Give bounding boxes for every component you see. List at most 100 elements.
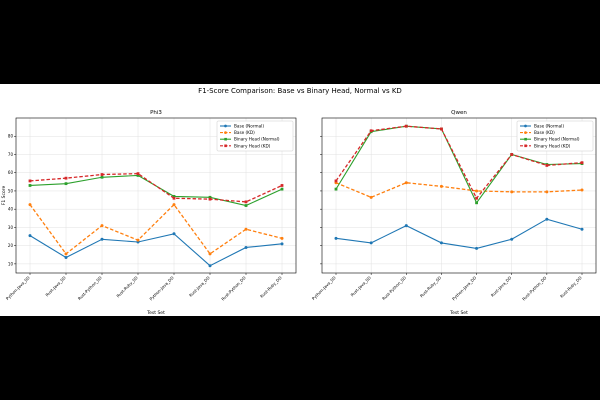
- x-tick-label: Rust-Ruby_DD: [559, 275, 583, 299]
- panel-title: Phi3: [150, 110, 162, 116]
- data-point: [369, 241, 373, 245]
- legend-marker: [524, 124, 527, 128]
- legend: Base (Normal)Base (KD) Binary Head (Norma…: [216, 120, 294, 152]
- legend-label: Base (KD): [234, 130, 255, 135]
- data-point: [510, 237, 514, 241]
- x-axis-label: Test Set: [146, 310, 165, 316]
- legend-label: Binary Head (KD): [534, 143, 571, 148]
- x-axis-label: Test Set: [449, 310, 468, 316]
- data-point: [440, 127, 443, 131]
- y-tick-label: 80: [8, 134, 14, 139]
- legend-label: Base (Normal): [534, 124, 564, 129]
- data-point: [64, 256, 68, 259]
- legend-marker: [224, 137, 227, 141]
- figure: F1-Score Comparison: Base vs Binary Head…: [0, 84, 600, 316]
- legend-marker: [524, 144, 527, 148]
- figure-title: F1-Score Comparison: Base vs Binary Head…: [198, 87, 402, 95]
- x-tick-label: Rust-Java_SD: [350, 275, 372, 297]
- data-point: [280, 184, 284, 187]
- x-tick-label: Rust-Ruby_SD: [115, 275, 138, 298]
- x-tick-label: Rust-Python_DD: [521, 275, 547, 301]
- data-point: [334, 179, 338, 183]
- data-point: [369, 195, 373, 199]
- panel-title: Qwen: [451, 110, 467, 116]
- chart-panel-1: 10 20 30 40 50 60 70 80 Python-Java_SD Rust-Java_…: [1, 110, 297, 316]
- x-tick-label: Rust-Python_DD: [220, 275, 246, 301]
- chart-panel-2: Python-Java_SD Rust-Java_SD Rust-Python_SD…: [311, 110, 597, 316]
- y-tick-label: 70: [8, 152, 14, 157]
- x-tick-label: Rust-Python_SD: [77, 275, 103, 301]
- data-point: [172, 195, 176, 198]
- data-point: [28, 179, 32, 183]
- plot-frame: [321, 117, 597, 274]
- data-point: [439, 241, 443, 245]
- series-line: [335, 218, 583, 249]
- data-point: [244, 204, 248, 207]
- data-point: [64, 252, 68, 256]
- data-point: [439, 184, 443, 188]
- data-point: [28, 234, 32, 238]
- legend-marker: [524, 131, 527, 134]
- series-line: [335, 125, 583, 200]
- data-point: [172, 196, 176, 200]
- data-point: [208, 252, 212, 256]
- y-tick-label: 30: [8, 225, 14, 230]
- legend-label: Binary Head (KD): [234, 143, 271, 148]
- x-tick-label: Rust-Java_SD: [44, 275, 66, 297]
- data-point: [244, 227, 248, 231]
- legend-box: [216, 120, 294, 152]
- data-point: [404, 181, 408, 185]
- legend-label: Binary Head (Normal): [534, 137, 580, 142]
- x-tick-label: Rust-Ruby_DD: [259, 275, 283, 299]
- data-point: [136, 174, 140, 177]
- legend-marker: [224, 144, 227, 148]
- legend-marker: [224, 124, 227, 128]
- x-tick-label: Rust-Java_DD: [490, 275, 513, 298]
- y-tick-label: 20: [8, 243, 14, 248]
- chart-figure: F1-Score Comparison: Base vs Binary Head…: [1, 87, 597, 316]
- data-point: [280, 242, 284, 246]
- legend-label: Base (Normal): [234, 124, 264, 129]
- data-point: [404, 124, 408, 128]
- data-point: [244, 200, 248, 204]
- x-tick-label: Rust-Ruby_SD: [419, 275, 442, 298]
- legend-box: [516, 120, 594, 152]
- data-point: [100, 237, 104, 241]
- series-line: [29, 233, 283, 267]
- plot-frame: [15, 117, 297, 274]
- data-point: [580, 161, 584, 165]
- data-point: [510, 190, 514, 194]
- series-line: [29, 174, 283, 207]
- data-point: [475, 246, 479, 250]
- data-point: [244, 245, 248, 249]
- data-point: [172, 232, 176, 236]
- series-line: [335, 182, 583, 199]
- x-tick-label: Python-Java_SD: [311, 275, 337, 301]
- series-line: [335, 125, 583, 204]
- data-point: [136, 238, 140, 242]
- y-tick-label: 10: [8, 261, 14, 266]
- y-tick-label: 40: [8, 207, 14, 212]
- legend-marker: [224, 131, 227, 134]
- x-tick-label: Python-Java_DD: [451, 275, 477, 301]
- data-point: [369, 129, 373, 133]
- data-point: [545, 190, 549, 194]
- series-line: [29, 203, 283, 255]
- data-point: [28, 203, 32, 207]
- data-point: [334, 187, 338, 191]
- data-point: [64, 182, 68, 186]
- data-point: [404, 224, 408, 228]
- data-point: [475, 201, 478, 205]
- data-point: [100, 173, 104, 176]
- data-point: [136, 172, 140, 176]
- x-tick-label: Rust-Java_DD: [188, 275, 211, 298]
- data-point: [475, 196, 478, 200]
- x-tick-label: Python-Java_DD: [148, 275, 174, 301]
- data-point: [580, 227, 584, 231]
- y-tick-label: 60: [8, 170, 14, 175]
- data-point: [334, 236, 338, 240]
- legend-label: Base (KD): [534, 130, 555, 135]
- legend: Base (Normal)Base (KD) Binary Head (Norma…: [516, 120, 594, 152]
- data-point: [100, 224, 104, 228]
- data-point: [100, 175, 104, 179]
